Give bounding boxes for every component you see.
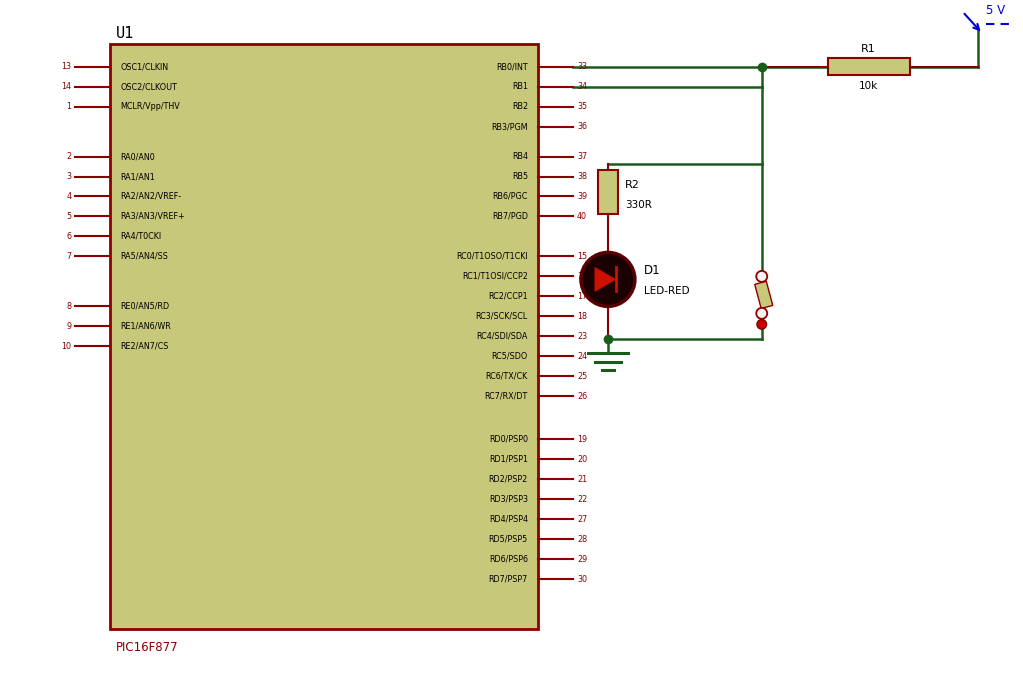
- Text: R1: R1: [861, 44, 876, 54]
- Text: 7: 7: [66, 252, 72, 261]
- Text: 28: 28: [577, 535, 587, 543]
- Text: RB0/INT: RB0/INT: [496, 62, 528, 71]
- Text: RC0/T1OSO/T1CKI: RC0/T1OSO/T1CKI: [456, 252, 528, 261]
- Text: RE1/AN6/WR: RE1/AN6/WR: [121, 322, 171, 331]
- Text: 24: 24: [577, 352, 587, 361]
- Text: LED-RED: LED-RED: [643, 287, 690, 296]
- Circle shape: [756, 308, 767, 319]
- Text: RE2/AN7/CS: RE2/AN7/CS: [121, 342, 169, 351]
- Text: RD5/PSP5: RD5/PSP5: [489, 535, 528, 543]
- Text: RA4/T0CKI: RA4/T0CKI: [121, 232, 162, 241]
- Text: 6: 6: [66, 232, 72, 241]
- Text: RC1/T1OSI/CCP2: RC1/T1OSI/CCP2: [462, 272, 528, 281]
- Text: 5 V: 5 V: [985, 3, 1005, 16]
- Text: RB7/PGD: RB7/PGD: [492, 212, 528, 221]
- Text: RC7/RX/DT: RC7/RX/DT: [485, 392, 528, 401]
- Text: MCLR/Vpp/THV: MCLR/Vpp/THV: [121, 102, 180, 111]
- Text: RA0/AN0: RA0/AN0: [121, 152, 155, 161]
- Circle shape: [581, 253, 635, 306]
- Text: 25: 25: [577, 372, 587, 381]
- Text: 17: 17: [577, 292, 587, 301]
- Text: 29: 29: [577, 554, 587, 564]
- Text: RA3/AN3/VREF+: RA3/AN3/VREF+: [121, 212, 185, 221]
- Text: 38: 38: [577, 172, 587, 181]
- Polygon shape: [595, 268, 616, 291]
- Text: OSC1/CLKIN: OSC1/CLKIN: [121, 62, 169, 71]
- Text: RD0/PSP0: RD0/PSP0: [489, 434, 528, 444]
- Text: RC4/SDI/SDA: RC4/SDI/SDA: [477, 332, 528, 341]
- Circle shape: [757, 319, 766, 329]
- Text: 5: 5: [66, 212, 72, 221]
- Text: 27: 27: [577, 515, 587, 524]
- Text: 10: 10: [61, 342, 72, 351]
- Text: 26: 26: [577, 392, 587, 401]
- Text: 30: 30: [577, 575, 587, 584]
- Text: R2: R2: [625, 180, 639, 190]
- Text: 16: 16: [577, 272, 587, 281]
- Text: RD7/PSP7: RD7/PSP7: [489, 575, 528, 584]
- Text: D1: D1: [643, 264, 661, 277]
- Text: RC2/CCP1: RC2/CCP1: [488, 292, 528, 301]
- Text: RB5: RB5: [512, 172, 528, 181]
- Text: 23: 23: [577, 332, 587, 341]
- Text: 3: 3: [66, 172, 72, 181]
- Text: 40: 40: [577, 212, 587, 221]
- Text: 36: 36: [577, 122, 587, 131]
- Text: RC5/SDO: RC5/SDO: [492, 352, 528, 361]
- Text: RD3/PSP3: RD3/PSP3: [489, 494, 528, 504]
- Bar: [597, 170, 618, 215]
- Text: 20: 20: [577, 455, 587, 464]
- Text: RA2/AN2/VREF-: RA2/AN2/VREF-: [121, 192, 181, 201]
- Text: 19: 19: [577, 434, 587, 444]
- Bar: [755, 281, 772, 308]
- Text: RB6/PGC: RB6/PGC: [493, 192, 528, 201]
- Text: PIC16F877: PIC16F877: [116, 641, 178, 654]
- Text: RC3/SCK/SCL: RC3/SCK/SCL: [476, 312, 528, 321]
- Text: 13: 13: [61, 62, 72, 71]
- Text: 21: 21: [577, 475, 587, 484]
- Bar: [110, 44, 538, 629]
- Text: RB1: RB1: [512, 82, 528, 91]
- Text: 14: 14: [61, 82, 72, 91]
- Text: 34: 34: [577, 82, 587, 91]
- Text: 33: 33: [577, 62, 587, 71]
- Text: RA1/AN1: RA1/AN1: [121, 172, 155, 181]
- Text: 18: 18: [577, 312, 587, 321]
- Text: 2: 2: [66, 152, 72, 161]
- Text: RA5/AN4/SS: RA5/AN4/SS: [121, 252, 168, 261]
- Text: RD1/PSP1: RD1/PSP1: [489, 455, 528, 464]
- Text: RD4/PSP4: RD4/PSP4: [489, 515, 528, 524]
- Text: 15: 15: [577, 252, 587, 261]
- Circle shape: [756, 271, 767, 282]
- Text: 10k: 10k: [859, 80, 879, 91]
- Text: 330R: 330R: [625, 200, 652, 210]
- Text: RC6/TX/CK: RC6/TX/CK: [486, 372, 528, 381]
- Text: RB2: RB2: [512, 102, 528, 111]
- Text: 9: 9: [66, 322, 72, 331]
- Text: RB3/PGM: RB3/PGM: [491, 122, 528, 131]
- Text: RE0/AN5/RD: RE0/AN5/RD: [121, 302, 170, 311]
- Text: OSC2/CLKOUT: OSC2/CLKOUT: [121, 82, 177, 91]
- Text: 8: 8: [66, 302, 72, 311]
- Text: RD6/PSP6: RD6/PSP6: [489, 554, 528, 564]
- Text: RD2/PSP2: RD2/PSP2: [489, 475, 528, 484]
- Text: RB4: RB4: [512, 152, 528, 161]
- Text: 39: 39: [577, 192, 587, 201]
- Text: 22: 22: [577, 494, 587, 504]
- Text: 35: 35: [577, 102, 587, 111]
- Text: 37: 37: [577, 152, 587, 161]
- Text: U1: U1: [116, 26, 134, 41]
- Text: 1: 1: [66, 102, 72, 111]
- Bar: [828, 58, 909, 75]
- Text: 4: 4: [66, 192, 72, 201]
